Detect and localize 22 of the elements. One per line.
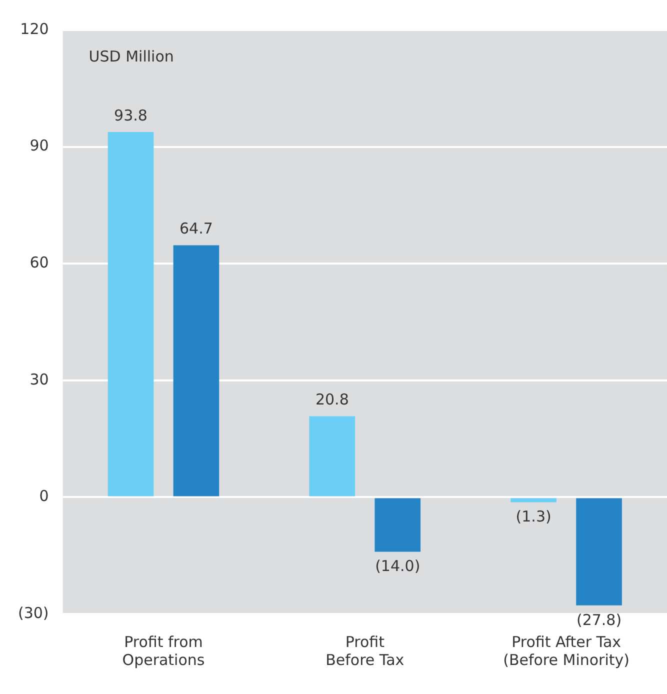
bar	[374, 498, 421, 552]
y-tick-label: 0	[39, 487, 49, 506]
data-label: (1.3)	[516, 508, 552, 526]
data-label: 64.7	[180, 220, 213, 238]
x-tick-label: Profit Before Tax	[326, 632, 404, 669]
x-tick-label: Profit from Operations	[122, 632, 205, 669]
x-tick-label: Profit After Tax (Before Minority)	[503, 632, 630, 669]
y-tick-label: 120	[20, 20, 49, 38]
bar	[510, 498, 556, 502]
y-tick-label: 60	[30, 253, 49, 272]
y-tick-label: (30)	[18, 604, 49, 622]
data-label: (27.8)	[576, 610, 622, 629]
data-label: (14.0)	[375, 557, 420, 576]
bar	[108, 132, 154, 496]
data-label: 20.8	[315, 390, 349, 409]
annotation: USD Million	[88, 47, 174, 66]
y-tick-label: 30	[30, 370, 49, 388]
bar	[576, 498, 622, 606]
bar	[309, 416, 356, 496]
bar	[173, 245, 220, 496]
data-label: 93.8	[114, 106, 148, 124]
y-tick-label: 90	[30, 136, 49, 155]
